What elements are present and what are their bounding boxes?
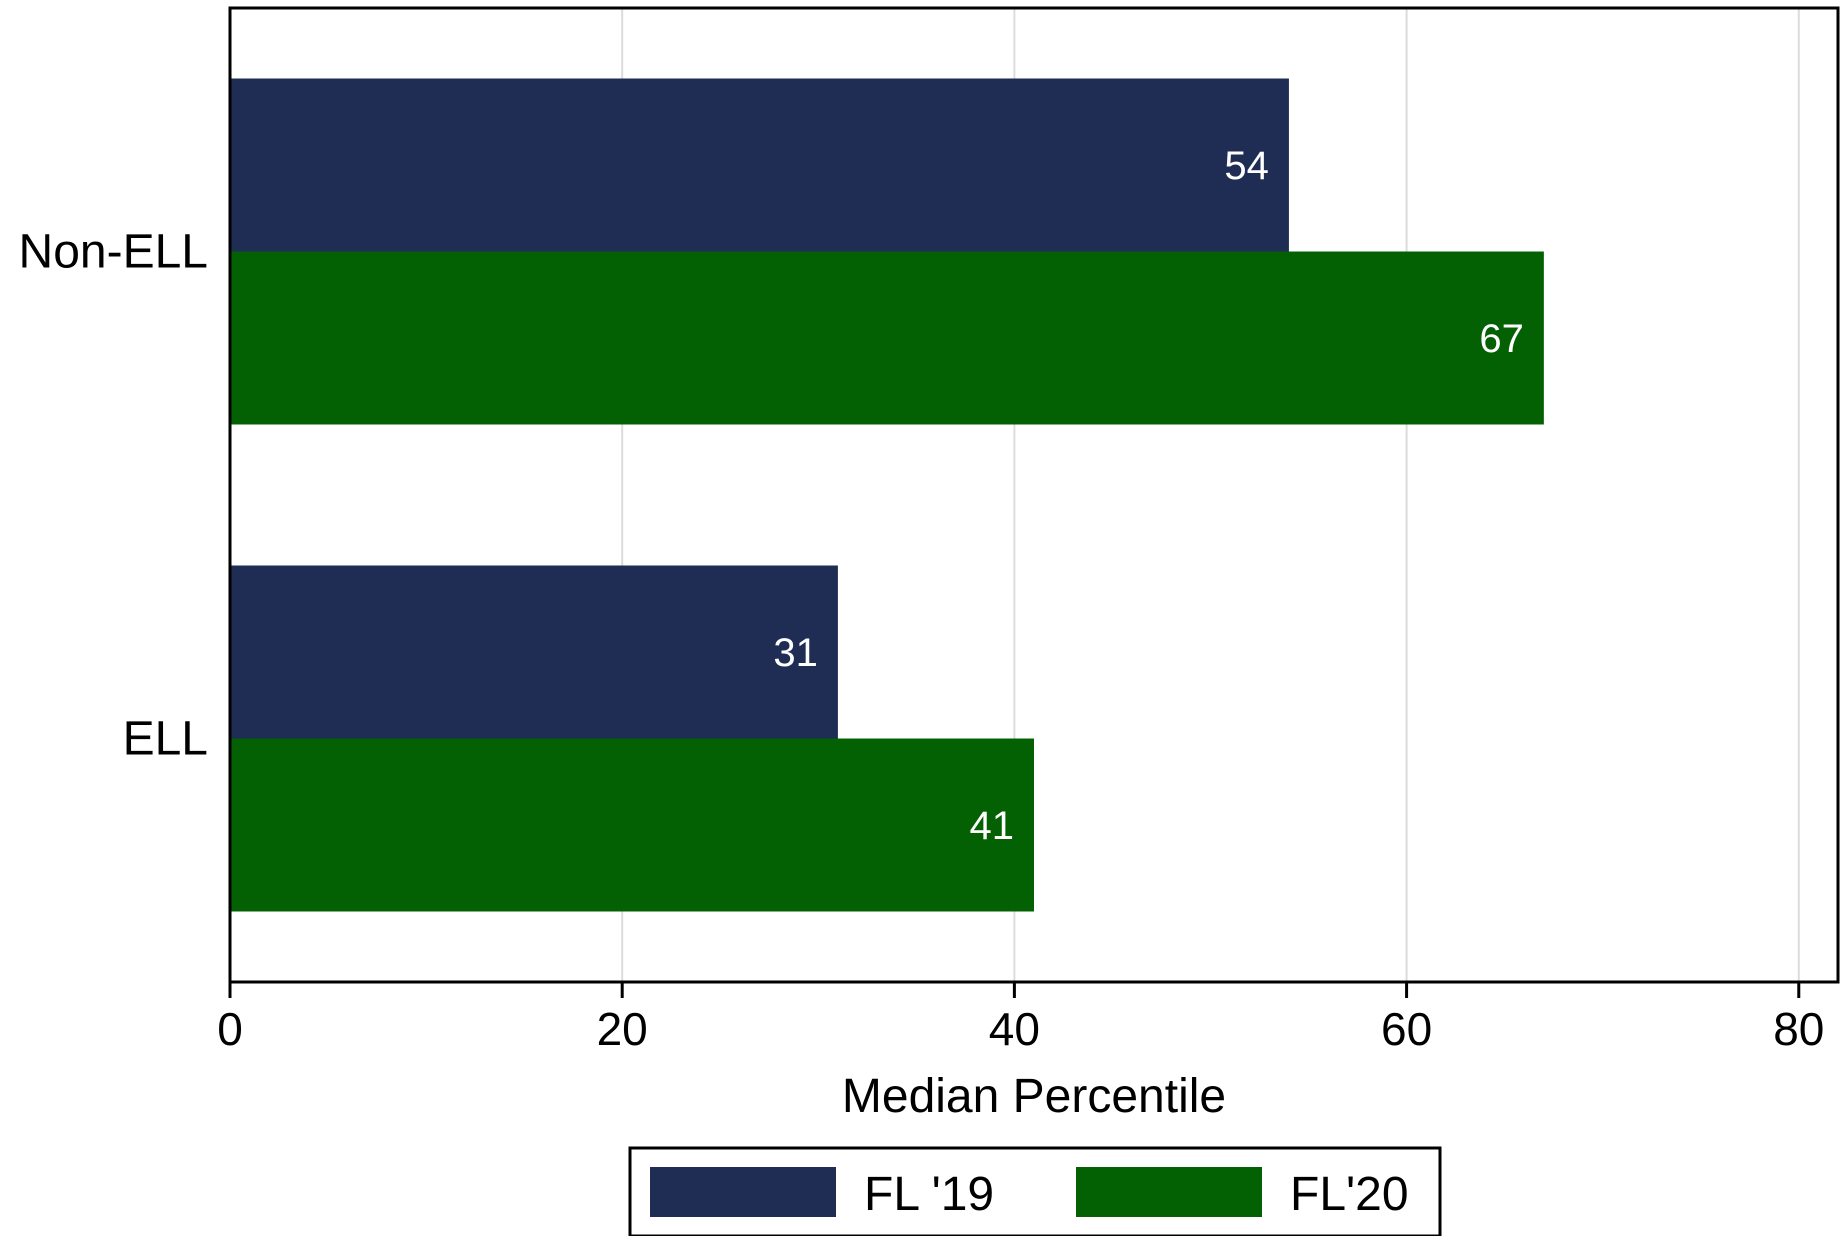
data-label-non-ell-fl-19: 54: [1224, 144, 1269, 188]
category-label-ell: ELL: [123, 713, 208, 766]
x-axis-ticks: 0 20 40 60 80: [217, 982, 1824, 1055]
bar-non-ell-fl-19: [230, 78, 1289, 252]
bar-ell-fl-20: [230, 738, 1034, 912]
bars: 54 67 31 41: [230, 78, 1544, 912]
category-labels: Non-ELL ELL: [19, 226, 208, 766]
x-tick-label-40: 40: [989, 1003, 1040, 1055]
data-label-ell-fl-20: 41: [970, 804, 1015, 848]
legend-box: [628, 1146, 1442, 1236]
data-label-ell-fl-19: 31: [773, 631, 818, 675]
legend-label-fl-20: FL'20: [1290, 1168, 1409, 1221]
x-tick-label-20: 20: [597, 1003, 648, 1055]
x-tick-label-80: 80: [1773, 1003, 1824, 1055]
x-tick-label-60: 60: [1381, 1003, 1432, 1055]
bar-non-ell-fl-20: [230, 251, 1544, 425]
plot-border: [228, 6, 1840, 984]
bar-ell-fl-19: [230, 565, 838, 739]
plot-frame: [228, 6, 1840, 984]
legend-label-fl-19: FL '19: [864, 1168, 994, 1221]
legend-swatch-fl-19: [650, 1167, 836, 1217]
x-axis-title: Median Percentile: [842, 1070, 1226, 1123]
data-label-non-ell-fl-20: 67: [1479, 317, 1524, 361]
x-tick-label-0: 0: [217, 1003, 243, 1055]
legend: FL '19 FL'20: [628, 1146, 1442, 1236]
legend-swatch-fl-20: [1076, 1167, 1262, 1217]
category-label-non-ell: Non-ELL: [19, 226, 208, 279]
